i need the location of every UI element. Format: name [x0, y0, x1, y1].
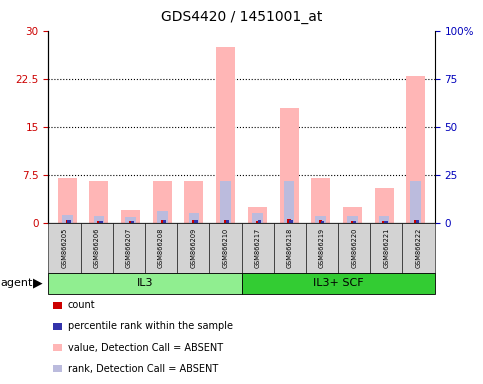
Bar	[66, 220, 69, 223]
Bar	[153, 181, 172, 223]
Text: GSM866221: GSM866221	[384, 228, 389, 268]
Text: GSM866210: GSM866210	[222, 228, 228, 268]
Bar	[319, 220, 322, 223]
Bar	[185, 181, 203, 223]
Text: GSM866220: GSM866220	[351, 227, 357, 268]
Bar	[189, 213, 199, 223]
Bar	[347, 216, 357, 223]
Bar	[280, 108, 298, 223]
Bar	[406, 76, 425, 223]
Bar	[131, 221, 134, 223]
Bar	[216, 47, 235, 223]
Bar	[194, 220, 198, 223]
Bar	[252, 213, 263, 223]
Text: GSM866207: GSM866207	[126, 227, 132, 268]
Bar	[192, 220, 196, 223]
Bar	[315, 216, 326, 223]
Bar	[157, 211, 168, 223]
Text: rank, Detection Call = ABSENT: rank, Detection Call = ABSENT	[68, 364, 218, 374]
Bar	[379, 216, 389, 223]
Text: GSM866219: GSM866219	[319, 228, 325, 268]
Text: GSM866208: GSM866208	[158, 227, 164, 268]
Bar	[121, 210, 140, 223]
Bar	[353, 221, 356, 223]
Text: count: count	[68, 300, 95, 310]
Bar	[287, 219, 291, 223]
Text: value, Detection Call = ABSENT: value, Detection Call = ABSENT	[68, 343, 223, 353]
Text: GSM866209: GSM866209	[190, 228, 196, 268]
Bar	[126, 217, 136, 223]
Text: agent: agent	[0, 278, 32, 288]
Text: IL3+ SCF: IL3+ SCF	[313, 278, 363, 288]
Bar	[129, 222, 132, 223]
Bar	[226, 220, 229, 223]
Text: percentile rank within the sample: percentile rank within the sample	[68, 321, 233, 331]
Bar	[411, 181, 421, 223]
Bar	[416, 220, 419, 223]
Bar	[248, 207, 267, 223]
Bar	[414, 220, 417, 223]
Bar	[162, 220, 166, 223]
Bar	[68, 220, 71, 223]
Bar	[94, 216, 104, 223]
Bar	[384, 221, 388, 223]
Bar	[62, 215, 72, 223]
Text: GSM866218: GSM866218	[287, 228, 293, 268]
Bar	[321, 221, 324, 223]
Bar	[343, 207, 362, 223]
Text: GSM866206: GSM866206	[94, 227, 99, 268]
Text: GDS4420 / 1451001_at: GDS4420 / 1451001_at	[161, 10, 322, 23]
Bar	[89, 181, 109, 223]
Bar	[220, 181, 231, 223]
Text: ▶: ▶	[33, 277, 43, 290]
Bar	[383, 221, 386, 223]
Bar	[224, 220, 227, 223]
Bar	[284, 181, 294, 223]
Text: GSM866222: GSM866222	[415, 227, 422, 268]
Bar	[97, 221, 100, 223]
Text: GSM866205: GSM866205	[61, 227, 68, 268]
Text: GSM866217: GSM866217	[255, 228, 261, 268]
Bar	[311, 178, 330, 223]
Bar	[289, 220, 293, 223]
Bar	[351, 221, 354, 223]
Bar	[99, 221, 102, 223]
Text: IL3: IL3	[137, 278, 153, 288]
Bar	[374, 187, 394, 223]
Bar	[58, 178, 77, 223]
Bar	[257, 220, 261, 223]
Bar	[161, 220, 164, 223]
Bar	[256, 221, 259, 223]
